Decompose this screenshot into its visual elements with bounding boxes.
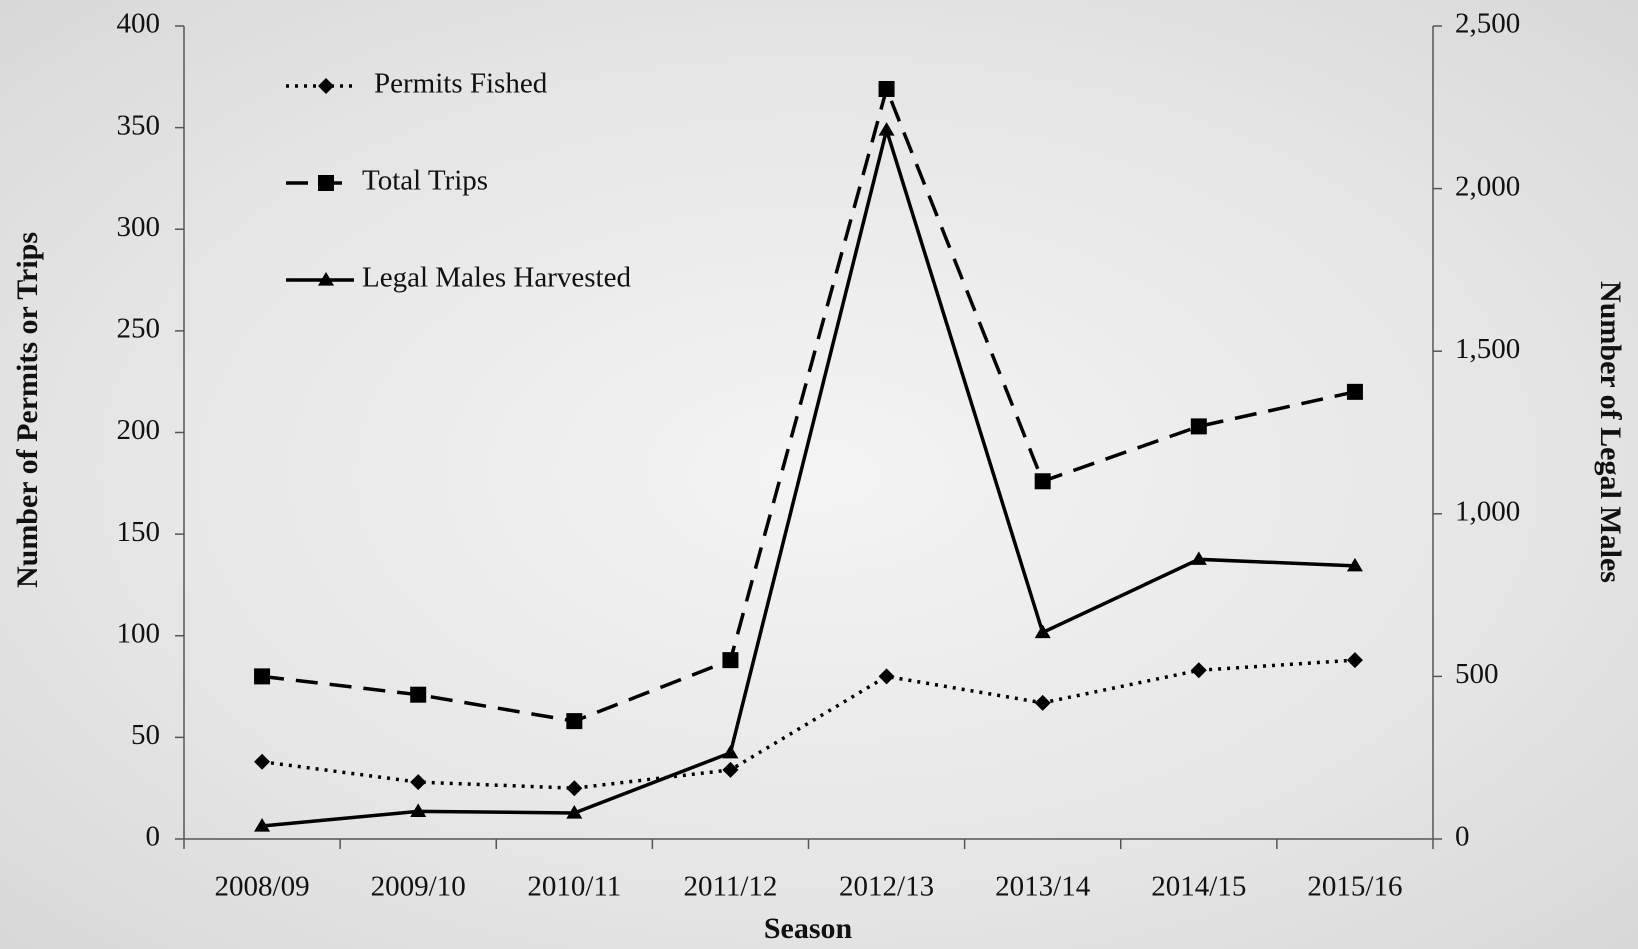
series-line xyxy=(261,123,1356,828)
y-axis-title: Number of Permits or Trips xyxy=(11,232,44,588)
legend-label: Permits Fished xyxy=(374,68,548,100)
x-tick-label: 2014/15 xyxy=(1151,871,1246,903)
x-tick-label: 2011/12 xyxy=(683,871,777,903)
y-tick-label: 100 xyxy=(117,617,161,649)
data-point xyxy=(1034,624,1051,639)
y-tick-label: 250 xyxy=(117,313,161,345)
data-point xyxy=(878,81,895,98)
y-tick-label: 350 xyxy=(117,109,161,141)
legend-marker xyxy=(318,78,334,94)
data-point xyxy=(1346,652,1363,669)
y-tick-label: 400 xyxy=(117,8,161,40)
x-tick-label: 2009/10 xyxy=(371,871,466,903)
legend-label: Legal Males Harvested xyxy=(362,262,631,294)
x-tick-label: 2010/11 xyxy=(527,871,621,903)
data-point xyxy=(1034,473,1051,490)
y-tick-label: 300 xyxy=(117,211,161,243)
legend-marker xyxy=(318,175,334,191)
data-point xyxy=(254,817,271,832)
data-point xyxy=(566,804,583,819)
data-point xyxy=(722,652,739,669)
y2-axis-title: Number of Legal Males xyxy=(1594,281,1627,583)
x-tick-label: 2008/09 xyxy=(215,871,310,903)
series-line xyxy=(261,83,1356,723)
y-tick-label: 0 xyxy=(146,821,161,853)
y-tick-label: 150 xyxy=(117,516,161,548)
data-point xyxy=(254,753,271,770)
data-point xyxy=(1346,383,1363,400)
x-tick-label: 2015/16 xyxy=(1307,871,1402,903)
x-tick-label: 2012/13 xyxy=(839,871,934,903)
legend-marker xyxy=(318,272,334,286)
series-line xyxy=(261,658,1356,790)
data-point xyxy=(410,686,427,703)
data-point xyxy=(410,803,427,817)
data-point xyxy=(1190,662,1207,679)
x-axis-title: Season xyxy=(764,912,853,945)
y2-tick-label: 1,000 xyxy=(1455,495,1520,527)
y2-tick-label: 2,000 xyxy=(1455,170,1520,202)
data-point xyxy=(1190,551,1207,565)
data-point xyxy=(254,668,271,685)
y-tick-label: 50 xyxy=(131,719,160,751)
y2-tick-label: 0 xyxy=(1455,821,1470,853)
y2-tick-label: 1,500 xyxy=(1455,333,1520,365)
data-point xyxy=(566,780,583,797)
data-point xyxy=(410,774,427,791)
x-tick-label: 2013/14 xyxy=(995,871,1091,903)
y2-tick-label: 2,500 xyxy=(1455,8,1520,40)
y-tick-label: 200 xyxy=(117,414,161,446)
data-point xyxy=(1190,418,1207,435)
data-point xyxy=(722,761,739,778)
data-point xyxy=(878,668,895,685)
data-point xyxy=(566,713,583,730)
y2-tick-label: 500 xyxy=(1455,658,1499,690)
legend-label: Total Trips xyxy=(362,165,488,197)
data-point xyxy=(1346,557,1363,572)
data-point xyxy=(878,122,895,136)
data-point xyxy=(1034,694,1051,711)
data-point xyxy=(722,744,739,759)
